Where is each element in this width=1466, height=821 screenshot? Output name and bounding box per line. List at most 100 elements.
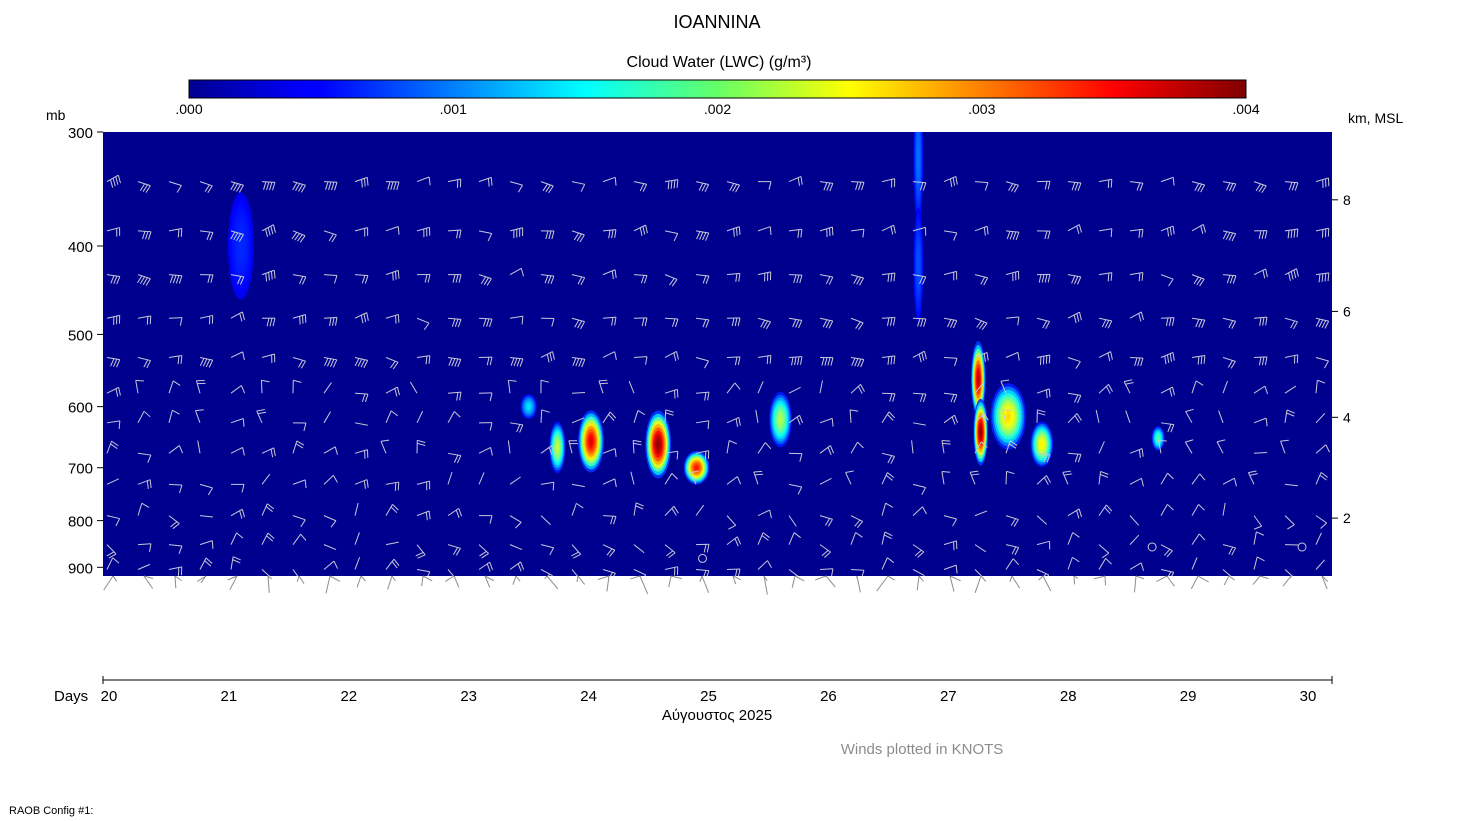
wind-barb — [1036, 475, 1047, 485]
wind-barb-flag — [856, 521, 864, 529]
y-right-ticks: 2 4 6 8 — [1332, 192, 1351, 526]
wind-barb-flag — [1010, 518, 1016, 526]
wind-barb-flag — [580, 184, 586, 192]
wind-barb-flag — [731, 317, 735, 327]
wind-barb-flag — [1255, 183, 1262, 192]
wind-barb — [199, 314, 213, 319]
wind-barb-flag — [885, 502, 894, 508]
wind-barb — [974, 274, 988, 279]
wind-barb — [1284, 354, 1298, 358]
wind-barb-flag — [453, 454, 459, 463]
wind-barb — [602, 351, 615, 358]
y-right-tick-label: 6 — [1343, 303, 1351, 319]
wind-barb-flag — [1141, 478, 1144, 487]
wind-barb-flag — [821, 550, 829, 557]
wind-barb — [571, 483, 585, 488]
wind-barb — [689, 472, 697, 485]
wind-barb — [1098, 272, 1112, 276]
wind-barb — [726, 416, 740, 424]
wind-barb-flag — [331, 181, 335, 191]
wind-barb-flag — [955, 565, 958, 574]
wind-barb-flag — [232, 556, 241, 561]
wind-barb — [695, 568, 709, 572]
wind-barb-flag — [1185, 439, 1194, 443]
wind-barb-flag — [734, 382, 741, 390]
wind-barb-flag — [486, 563, 491, 572]
surface-wind-barb-flag — [1038, 575, 1044, 581]
surface-wind-barb — [606, 575, 610, 592]
x-tick-label: 22 — [340, 688, 357, 705]
wind-barb — [788, 228, 802, 232]
wind-barb-flag — [1043, 477, 1049, 485]
heatmap-cell — [979, 428, 982, 436]
wind-barb — [845, 472, 852, 485]
surface-wind-barb — [974, 575, 982, 593]
wind-barb-flag — [237, 276, 242, 285]
wind-barb — [261, 473, 271, 485]
wind-barb — [757, 532, 764, 545]
wind-barb-flag — [1046, 475, 1051, 483]
wind-barb-flag — [108, 553, 117, 559]
wind-barb — [881, 411, 890, 424]
wind-barb — [943, 414, 955, 424]
wind-barb-flag — [1110, 272, 1113, 281]
wind-barb-flag — [1045, 321, 1051, 329]
surface-wind-barb — [701, 575, 710, 593]
wind-barb — [540, 409, 543, 423]
wind-barb-flag — [489, 561, 494, 571]
wind-barb — [788, 515, 797, 527]
wind-barb-flag — [261, 379, 270, 383]
wind-barb — [757, 381, 764, 394]
wind-barb — [1315, 532, 1322, 545]
wind-barb-flag — [427, 274, 431, 283]
wind-barb-flag — [1168, 278, 1174, 287]
wind-barb — [1098, 504, 1107, 516]
wind-barb — [571, 417, 585, 424]
wind-barb-flag — [821, 357, 825, 366]
colorbar-tick-label: .000 — [175, 101, 202, 117]
wind-barb — [974, 510, 988, 517]
wind-barb-flag — [147, 231, 152, 240]
wind-barb-flag — [332, 317, 335, 326]
wind-barb-flag — [1168, 571, 1172, 576]
surface-wind-barb-flag — [445, 575, 455, 582]
wind-barb-flag — [793, 532, 801, 539]
wind-barb-flag — [115, 518, 121, 527]
wind-barb-flag — [298, 184, 304, 192]
wind-barb-flag — [889, 393, 893, 402]
wind-barb-flag — [394, 482, 397, 491]
wind-barb — [695, 450, 709, 454]
wind-barb — [819, 544, 831, 553]
wind-barb-flag — [611, 317, 614, 326]
wind-barb — [416, 544, 426, 556]
wind-barb-flag — [1253, 525, 1262, 530]
wind-barb-flag — [577, 320, 583, 329]
wind-barb — [602, 316, 616, 319]
wind-barb-flag — [267, 532, 275, 539]
wind-barb — [1253, 556, 1258, 570]
wind-barb — [633, 274, 648, 277]
wind-barb — [1098, 558, 1107, 570]
wind-barb — [602, 515, 617, 517]
wind-barb — [1000, 381, 1007, 394]
wind-barb — [168, 317, 183, 319]
wind-barb — [199, 483, 213, 489]
wind-barb-flag — [204, 560, 212, 567]
wind-barb-flag — [614, 269, 617, 278]
wind-barb-flag — [552, 482, 555, 491]
wind-barb-flag — [263, 181, 267, 190]
wind-barb-flag — [545, 230, 549, 240]
wind-barb-flag — [330, 520, 337, 528]
surface-wind-barb-flag — [576, 575, 579, 583]
wind-barb-flag — [699, 231, 704, 240]
wind-barb-flag — [825, 320, 831, 328]
surface-wind-barb-flag — [1321, 575, 1329, 582]
x-tick-label: 26 — [820, 688, 837, 705]
wind-barb-flag — [578, 358, 583, 367]
wind-barb-flag — [950, 394, 955, 403]
wind-barb-flag — [665, 550, 674, 557]
wind-barb-flag — [955, 176, 958, 185]
wind-barb-flag — [489, 356, 493, 366]
wind-barb-flag — [702, 275, 707, 284]
